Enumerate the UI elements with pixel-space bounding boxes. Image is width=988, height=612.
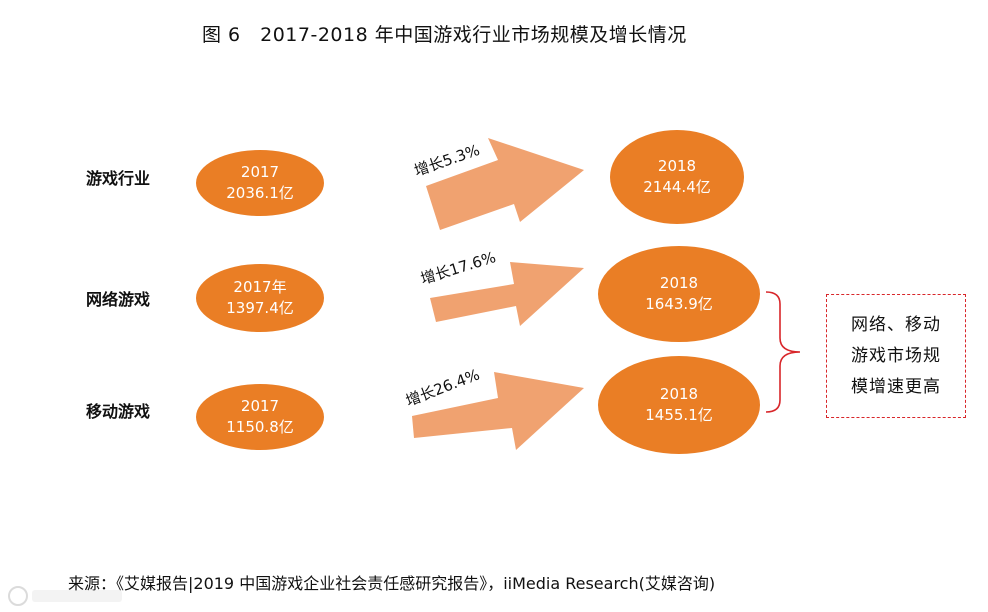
ellipse-value: 1455.1亿 [645, 406, 713, 424]
note-line-1: 网络、移动 [851, 314, 941, 335]
bracket [765, 291, 801, 413]
growth-arrow-3 [412, 372, 584, 450]
ellipse-2018-online: 2018 1643.9亿 [598, 246, 760, 342]
growth-arrow-2 [430, 262, 584, 326]
ellipse-year: 2017年 [233, 278, 287, 296]
growth-arrow-1 [426, 138, 584, 230]
ellipse-year: 2017 [240, 163, 280, 181]
ellipse-2017-online: 2017年 1397.4亿 [196, 264, 324, 332]
note-box: 网络、移动 游戏市场规 模增速更高 [826, 294, 966, 418]
row-label-mobile: 移动游戏 [86, 402, 151, 421]
ellipse-value: 2144.4亿 [643, 178, 711, 196]
figure-title: 图 6 2017-2018 年中国游戏行业市场规模及增长情况 [202, 24, 687, 46]
note-line-2: 游戏市场规 [851, 345, 941, 366]
ellipse-2017-industry: 2017 2036.1亿 [196, 150, 324, 216]
ellipse-value: 1150.8亿 [226, 418, 294, 436]
note-line-3: 模增速更高 [851, 376, 941, 397]
ellipse-value: 2036.1亿 [226, 184, 294, 202]
ellipse-year: 2018 [659, 385, 699, 403]
ellipse-year: 2018 [659, 274, 699, 292]
row-label-industry: 游戏行业 [86, 169, 151, 188]
source-citation: 来源：《艾媒报告|2019 中国游戏企业社会责任感研究报告》，iiMedia R… [68, 574, 716, 593]
ellipse-2017-mobile: 2017 1150.8亿 [196, 384, 324, 450]
ellipse-value: 1643.9亿 [645, 295, 713, 313]
ellipse-2018-industry: 2018 2144.4亿 [610, 130, 744, 224]
ellipse-value: 1397.4亿 [226, 299, 294, 317]
watermark-logo [8, 586, 122, 606]
row-label-online: 网络游戏 [86, 290, 151, 309]
ellipse-2018-mobile: 2018 1455.1亿 [598, 356, 760, 454]
ellipse-year: 2018 [657, 157, 697, 175]
ellipse-year: 2017 [240, 397, 280, 415]
